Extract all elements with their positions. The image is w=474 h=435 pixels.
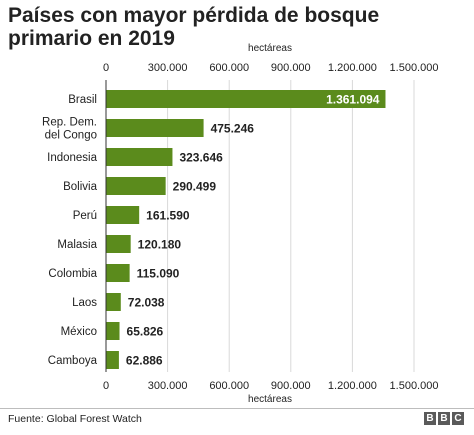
bbc-logo-letter: B bbox=[424, 412, 436, 425]
bar bbox=[106, 119, 204, 137]
value-label: 475.246 bbox=[211, 122, 255, 136]
bars bbox=[106, 90, 386, 369]
bar bbox=[106, 206, 140, 224]
value-label: 115.090 bbox=[137, 267, 180, 281]
tick-label-top: 1.500.000 bbox=[390, 62, 439, 74]
value-labels: 1.361.094 475.246 323.646 290.499 161.590 120… bbox=[126, 93, 380, 368]
bar bbox=[106, 264, 130, 282]
value-label: 161.590 bbox=[146, 209, 190, 223]
value-label: 323.646 bbox=[179, 151, 223, 165]
category-label: Malasia bbox=[57, 239, 97, 251]
category-label: Indonesia bbox=[47, 152, 97, 164]
value-label: 120.180 bbox=[138, 238, 182, 252]
bbc-logo: B B C bbox=[424, 412, 464, 425]
category-label: Brasil bbox=[68, 94, 97, 106]
category-label: Bolivia bbox=[63, 181, 97, 193]
tick-label-bottom: 900.000 bbox=[271, 380, 311, 392]
axis-title-bottom: hectáreas bbox=[248, 394, 292, 405]
category-label: Perú bbox=[73, 210, 97, 222]
tick-label-top: 1.200.000 bbox=[328, 62, 377, 74]
bar bbox=[106, 293, 121, 311]
tick-label-top: 0 bbox=[103, 62, 109, 74]
value-label: 65.826 bbox=[127, 325, 164, 339]
tick-label-bottom: 1.500.000 bbox=[390, 380, 439, 392]
bar bbox=[106, 322, 120, 340]
bar bbox=[106, 177, 166, 195]
category-label: Rep. Dem. del Congo bbox=[42, 117, 97, 142]
axis-title-top: hectáreas bbox=[248, 43, 292, 54]
value-label: 1.361.094 bbox=[326, 93, 380, 107]
category-label: Camboya bbox=[48, 355, 98, 367]
tick-label-top: 600.000 bbox=[209, 62, 249, 74]
gridlines bbox=[167, 80, 415, 372]
axis-tick-labels: 0 0 300.000 300.000 600.000 600.000 900.000 900… bbox=[103, 62, 439, 392]
tick-label-bottom: 1.200.000 bbox=[328, 380, 377, 392]
category-label: Colombia bbox=[48, 268, 97, 280]
source-note: Fuente: Global Forest Watch bbox=[8, 413, 142, 425]
tick-label-bottom: 600.000 bbox=[209, 380, 249, 392]
category-label: México bbox=[61, 326, 97, 338]
tick-label-bottom: 0 bbox=[103, 380, 109, 392]
bar bbox=[106, 351, 119, 369]
bar bbox=[106, 235, 131, 253]
value-label: 290.499 bbox=[173, 180, 217, 194]
bbc-logo-letter: B bbox=[438, 412, 450, 425]
value-label: 72.038 bbox=[128, 296, 165, 310]
bar bbox=[106, 90, 386, 108]
bbc-logo-letter: C bbox=[452, 412, 464, 425]
bar-chart: 0 0 300.000 300.000 600.000 600.000 900.000 900… bbox=[42, 43, 439, 405]
bar bbox=[106, 148, 173, 166]
value-label: 62.886 bbox=[126, 354, 163, 368]
tick-label-top: 300.000 bbox=[148, 62, 188, 74]
chart-title: Países con mayor pérdida de bosque prima… bbox=[8, 4, 380, 50]
tick-label-bottom: 300.000 bbox=[148, 380, 188, 392]
footer-divider bbox=[0, 408, 474, 409]
tick-label-top: 900.000 bbox=[271, 62, 311, 74]
category-label: Laos bbox=[72, 297, 97, 309]
category-labels: Brasil Rep. Dem. del Congo Indonesia Bolivia… bbox=[42, 94, 98, 367]
